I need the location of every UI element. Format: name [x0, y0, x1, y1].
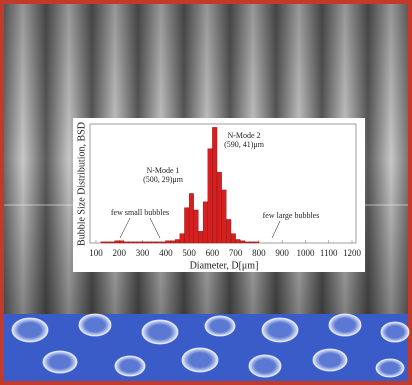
bar — [100, 241, 106, 244]
annotation: N-Mode 1 — [146, 166, 179, 175]
bar — [235, 239, 241, 244]
bar — [161, 241, 166, 244]
x-tick-label: 900 — [275, 248, 289, 258]
bar — [137, 241, 143, 244]
bar — [170, 240, 176, 244]
x-tick-label: 200 — [113, 248, 127, 258]
bar — [212, 127, 218, 244]
bar — [198, 231, 204, 244]
bar — [188, 193, 194, 244]
bar — [249, 241, 255, 244]
bar — [174, 239, 180, 244]
annotation: N-Mode 2 — [227, 131, 260, 140]
bar — [216, 172, 222, 244]
x-tick-label: 1000 — [296, 248, 315, 258]
bar — [109, 241, 115, 244]
bar — [151, 241, 157, 244]
bar — [142, 241, 148, 244]
bar — [244, 241, 250, 244]
x-tick-label: 1200 — [343, 248, 362, 258]
bar — [179, 233, 185, 244]
x-axis-label: Diameter, D[μm] — [190, 260, 259, 271]
bar — [207, 148, 213, 244]
bar — [156, 241, 162, 244]
bar — [240, 240, 246, 244]
annotation: few large bubbles — [263, 211, 320, 220]
x-tick-label: 600 — [206, 248, 220, 258]
bar — [114, 240, 120, 244]
x-tick-label: 500 — [182, 248, 196, 258]
bar — [202, 201, 208, 244]
annotation: (590, 41)μm — [224, 140, 265, 149]
bar — [230, 233, 236, 244]
x-tick-label: 100 — [89, 248, 103, 258]
bar — [105, 241, 111, 244]
bar — [119, 240, 125, 244]
bar — [221, 189, 227, 244]
bubbles — [11, 313, 410, 378]
bar — [128, 241, 134, 244]
annotation-pointers — [119, 217, 281, 239]
bar — [254, 241, 260, 244]
annotation: (500, 29)μm — [143, 175, 184, 184]
x-tick-label: 1100 — [320, 248, 338, 258]
bar — [123, 241, 129, 244]
x-tick-label: 800 — [252, 248, 266, 258]
bar — [133, 241, 139, 244]
y-axis-label: Bubble Size Distribution, BSD — [76, 122, 87, 246]
x-tick-label: 700 — [229, 248, 243, 258]
x-tick-label: 300 — [136, 248, 150, 258]
annotation: few small bubbles — [111, 208, 169, 217]
x-tick-label: 400 — [159, 248, 173, 258]
bar — [184, 207, 190, 244]
bar — [147, 241, 153, 244]
bar — [226, 219, 232, 244]
bar — [193, 209, 199, 244]
bar — [165, 240, 171, 244]
